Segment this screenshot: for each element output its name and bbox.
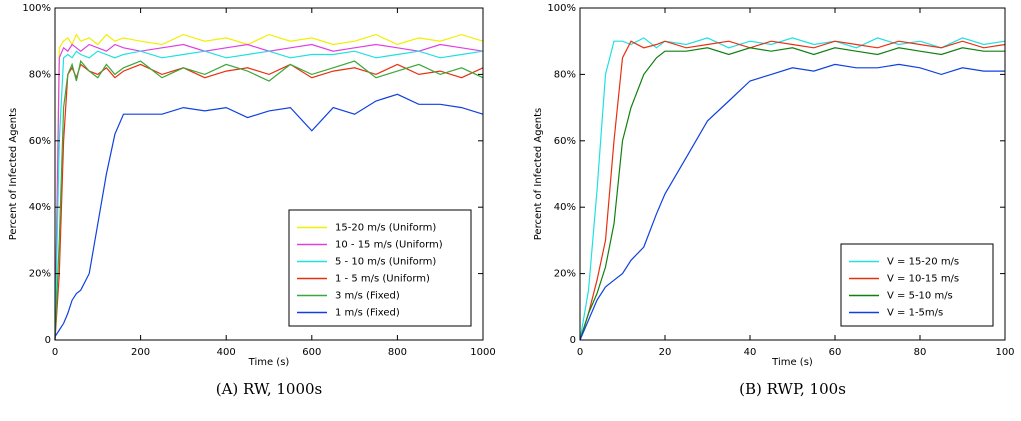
legend-label: 3 m/s (Fixed) <box>335 291 400 302</box>
x-tick-label: 400 <box>217 347 236 358</box>
series-line <box>54 50 484 341</box>
y-tick-label: 60% <box>29 136 51 147</box>
caption: (A) RW, 1000s <box>216 380 322 398</box>
x-axis-label: Time (s) <box>771 357 813 368</box>
series-line <box>54 59 484 341</box>
y-axis-label: Percent of Infected Agents <box>8 108 19 241</box>
legend-label: V = 5-10 m/s <box>887 291 953 302</box>
y-tick-label: 80% <box>29 69 51 80</box>
y-tick-label: 40% <box>29 202 51 213</box>
legend-label: 10 - 15 m/s (Uniform) <box>335 240 443 251</box>
x-tick-label: 80 <box>914 347 927 358</box>
legend-label: 1 m/s (Fixed) <box>335 308 400 319</box>
legend-label: 1 - 5 m/s (Uniform) <box>335 274 430 285</box>
y-axis-label: Percent of Infected Agents <box>533 108 544 241</box>
x-tick-label: 100 <box>995 347 1014 358</box>
plot-frame <box>579 7 1006 341</box>
x-tick-label: 600 <box>302 347 321 358</box>
series-line <box>54 93 484 338</box>
series-line <box>54 43 484 341</box>
y-tick-label: 60% <box>554 136 576 147</box>
caption: (B) RWP, 100s <box>739 380 846 398</box>
y-tick-label: 100% <box>22 3 51 14</box>
x-tick-label: 200 <box>131 347 150 358</box>
y-tick-label: 100% <box>547 3 576 14</box>
x-tick-label: 0 <box>577 347 583 358</box>
x-tick-label: 1000 <box>470 347 495 358</box>
x-tick-label: 20 <box>659 347 672 358</box>
legend-label: V = 15-20 m/s <box>887 257 959 268</box>
x-tick-label: 60 <box>829 347 842 358</box>
legend-label: V = 10-15 m/s <box>887 274 959 285</box>
x-axis-label: Time (s) <box>248 357 290 368</box>
x-tick-label: 800 <box>388 347 407 358</box>
legend-box <box>288 209 472 327</box>
legend-label: 5 - 10 m/s (Uniform) <box>335 257 436 268</box>
series-line <box>579 40 1006 341</box>
y-tick-label: 0 <box>45 335 51 346</box>
series-line <box>579 63 1005 341</box>
series-line <box>54 33 484 341</box>
legend-label: V = 1-5m/s <box>887 308 943 319</box>
y-tick-label: 0 <box>570 335 576 346</box>
y-tick-label: 80% <box>554 69 576 80</box>
y-tick-label: 20% <box>29 269 51 280</box>
y-tick-label: 20% <box>554 269 576 280</box>
legend-label: 15-20 m/s (Uniform) <box>335 223 436 234</box>
y-tick-label: 40% <box>554 202 576 213</box>
x-tick-label: 0 <box>52 347 58 358</box>
x-tick-label: 40 <box>744 347 757 358</box>
series-line <box>579 47 1005 341</box>
plot-frame <box>54 7 484 341</box>
